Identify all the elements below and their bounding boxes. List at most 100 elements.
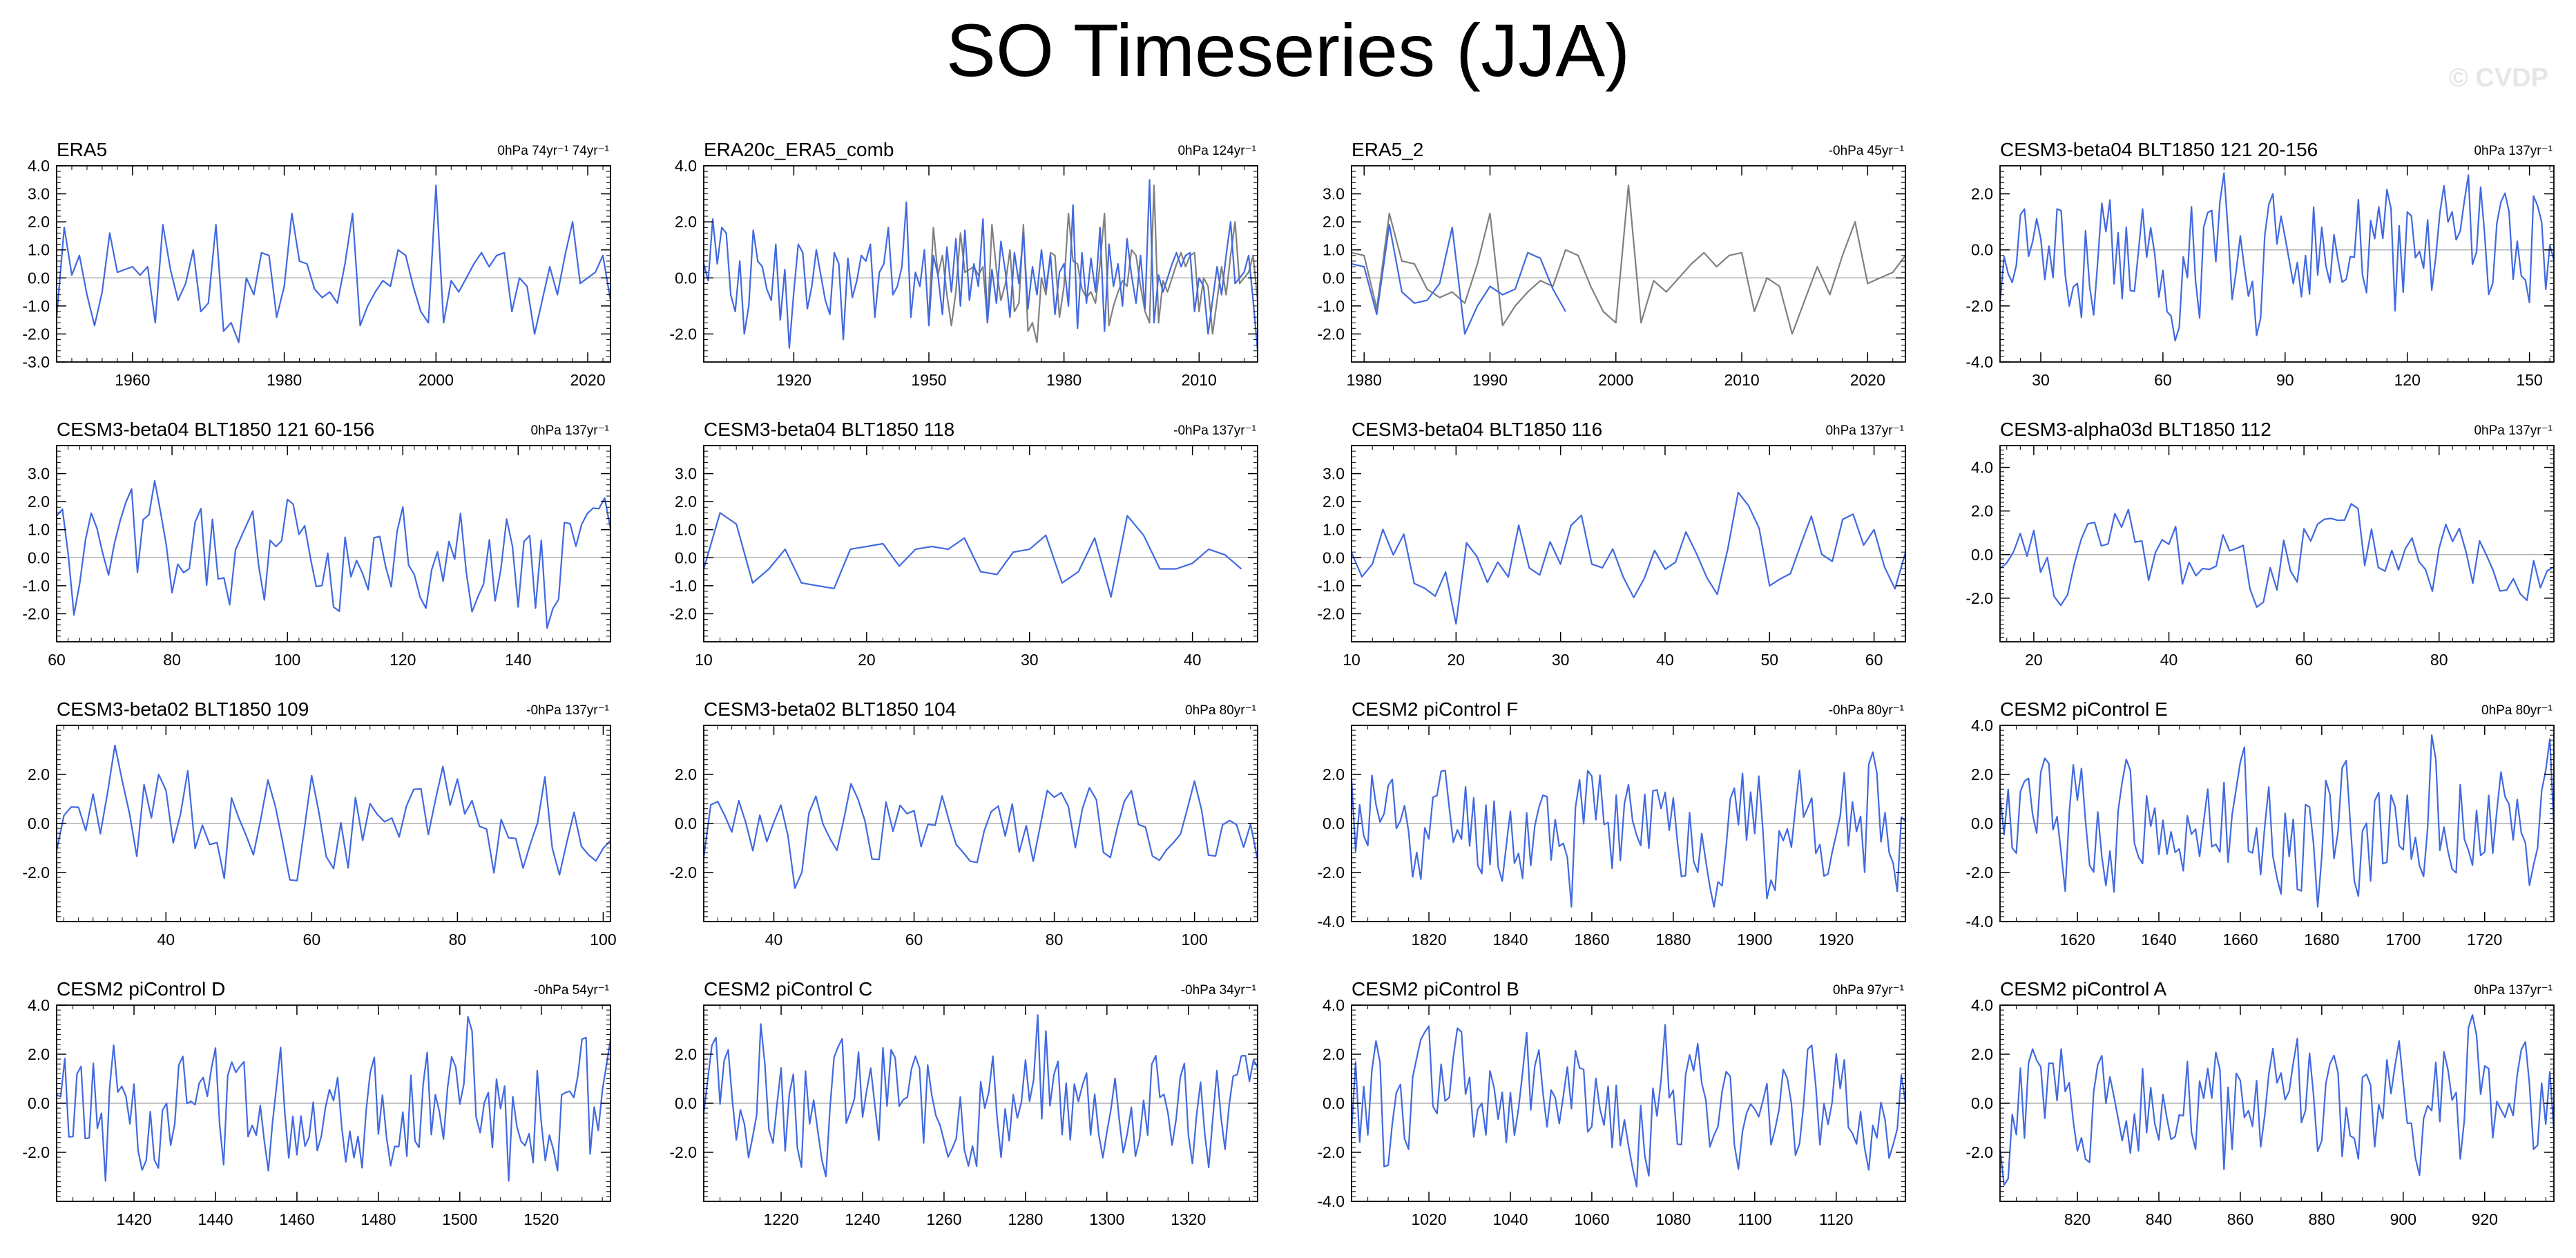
x-tick-label: 1950: [911, 371, 946, 389]
panel-title: CESM3-beta02 BLT1850 109: [57, 698, 309, 720]
x-tick-label: 100: [1181, 931, 1207, 949]
x-tick-label: 2020: [570, 371, 605, 389]
y-tick-label: 2.0: [28, 493, 50, 511]
y-tick-label: -2.0: [1317, 864, 1345, 881]
x-tick-label: 1860: [1574, 931, 1609, 949]
y-tick-label: -1.0: [22, 577, 50, 595]
y-tick-label: -2.0: [1317, 604, 1345, 622]
x-tick-label: 80: [2430, 651, 2448, 669]
x-tick-label: 120: [390, 651, 416, 669]
x-tick-label: 60: [48, 651, 66, 669]
chart-panel: CESM2 piControl E 0hPa 80yr⁻¹ -4.0 -2.0 0.0 2…: [1965, 698, 2555, 949]
y-tick-label: -1.0: [22, 297, 50, 315]
y-tick-label: 2.0: [1971, 502, 1993, 520]
x-tick-label: 1460: [279, 1210, 314, 1228]
y-tick-label: 2.0: [1971, 185, 1993, 203]
chart-panel: CESM2 piControl A 0hPa 137yr⁻¹ -2.0 0.0 2.0 4…: [1965, 978, 2555, 1228]
chart-panel: ERA20c_ERA5_comb 0hPa 124yr⁻¹ -2.0 0.0 2.0 4.…: [669, 139, 1259, 389]
x-tick-label: 1980: [1046, 371, 1082, 389]
watermark: © CVDP: [2448, 64, 2548, 93]
page-title: SO Timeseries (JJA): [945, 8, 1631, 92]
x-tick-label: 1280: [1008, 1210, 1043, 1228]
series-line: [56, 479, 612, 629]
x-tick-label: 60: [1865, 651, 1883, 669]
x-tick-label: 880: [2309, 1210, 2335, 1228]
panel-title: CESM3-beta04 BLT1850 121 20-156: [2000, 139, 2318, 160]
x-tick-label: 1300: [1089, 1210, 1124, 1228]
x-tick-label: 40: [765, 931, 783, 949]
panel-trend: 0hPa 124yr⁻¹: [1178, 144, 1256, 158]
y-tick-label: 3.0: [28, 465, 50, 483]
y-tick-label: -2.0: [22, 864, 50, 881]
y-tick-label: 0.0: [28, 814, 50, 832]
y-tick-label: 2.0: [1323, 1045, 1345, 1063]
y-tick-label: -2.0: [1965, 589, 1993, 607]
y-tick-label: 0.0: [1971, 546, 1993, 564]
panel-trend: -0hPa 137yr⁻¹: [1173, 423, 1256, 438]
x-tick-label: 2000: [1598, 371, 1633, 389]
y-tick-label: 4.0: [28, 996, 50, 1014]
x-tick-label: 2010: [1182, 371, 1217, 389]
panel-trend: -0hPa 137yr⁻¹: [526, 703, 609, 718]
y-tick-label: 0.0: [1323, 1094, 1345, 1112]
x-tick-label: 20: [858, 651, 876, 669]
x-tick-label: 150: [2516, 371, 2542, 389]
y-tick-label: 4.0: [1971, 716, 1993, 734]
x-tick-label: 1020: [1411, 1210, 1446, 1228]
y-tick-label: 3.0: [1323, 185, 1345, 203]
x-tick-label: 40: [1184, 651, 1202, 669]
y-tick-label: 2.0: [675, 1045, 697, 1063]
y-tick-label: -2.0: [669, 1143, 697, 1161]
y-tick-label: 2.0: [1323, 765, 1345, 783]
panel-title: CESM2 piControl A: [2000, 978, 2167, 1000]
chart-panel: CESM3-alpha03d BLT1850 112 0hPa 137yr⁻¹ -2…: [1965, 419, 2555, 669]
x-tick-label: 1440: [198, 1210, 233, 1228]
plot-frame: [703, 445, 1258, 642]
y-tick-label: 0.0: [1971, 1094, 1993, 1112]
panel-title: CESM3-beta02 BLT1850 104: [704, 698, 956, 720]
series-line: [1350, 1024, 1907, 1188]
series-line: [1351, 184, 1907, 335]
y-tick-label: 0.0: [675, 814, 697, 832]
y-tick-label: 0.0: [28, 269, 50, 287]
panel-trend: 0hPa 137yr⁻¹: [530, 423, 609, 438]
panel-trend: 0hPa 137yr⁻¹: [2474, 144, 2553, 158]
x-tick-label: 1320: [1171, 1210, 1206, 1228]
x-tick-label: 1980: [267, 371, 302, 389]
y-tick-label: 0.0: [675, 269, 697, 287]
x-tick-label: 840: [2146, 1210, 2172, 1228]
y-tick-label: -2.0: [1965, 864, 1993, 881]
x-tick-label: 1920: [1818, 931, 1854, 949]
x-tick-label: 820: [2064, 1210, 2090, 1228]
panel-trend: 0hPa 137yr⁻¹: [2474, 423, 2553, 438]
plot-frame: [56, 445, 611, 642]
y-tick-label: -4.0: [1965, 913, 1993, 931]
panel-title: CESM2 piControl B: [1352, 978, 1519, 1000]
y-tick-label: 3.0: [28, 185, 50, 203]
x-tick-label: 100: [590, 931, 616, 949]
plot-frame: [703, 165, 1258, 363]
y-tick-label: -4.0: [1317, 913, 1345, 931]
panel-title: CESM2 piControl F: [1352, 698, 1518, 720]
y-tick-label: -4.0: [1965, 353, 1993, 371]
y-tick-label: 2.0: [675, 493, 697, 511]
chart-panel: CESM3-beta04 BLT1850 118 -0hPa 137yr⁻¹ -2.…: [669, 419, 1258, 669]
x-tick-label: 860: [2227, 1210, 2253, 1228]
y-tick-label: 4.0: [1323, 996, 1345, 1014]
x-tick-label: 1520: [523, 1210, 559, 1228]
y-tick-label: -2.0: [1317, 1143, 1345, 1161]
series-line: [702, 1014, 1258, 1178]
series-line: [927, 184, 1259, 343]
panel-title: CESM3-beta04 BLT1850 118: [704, 419, 954, 440]
panel-title: CESM3-beta04 BLT1850 116: [1352, 419, 1602, 440]
chart-panel: CESM2 piControl C -0hPa 34yr⁻¹ -2.0 0.0 2.0 1…: [669, 978, 1258, 1228]
y-tick-label: 0.0: [1323, 814, 1345, 832]
plot-frame: [1351, 445, 1906, 642]
y-tick-label: 2.0: [1323, 213, 1345, 231]
x-tick-label: 40: [2160, 651, 2178, 669]
y-tick-label: 1.0: [1323, 521, 1345, 539]
y-tick-label: 1.0: [28, 521, 50, 539]
chart-panel: CESM2 piControl F -0hPa 80yr⁻¹ -4.0 -2.0 0.0…: [1317, 698, 1906, 949]
panel-trend: -0hPa 80yr⁻¹: [1829, 703, 1904, 718]
